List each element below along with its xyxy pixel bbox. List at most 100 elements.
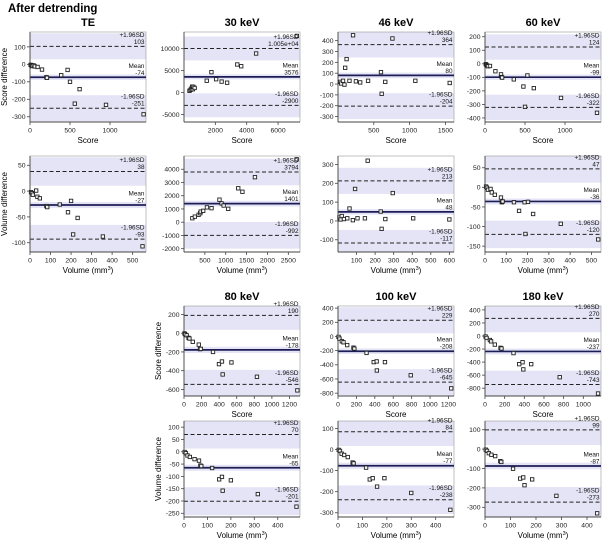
data-point	[228, 478, 234, 483]
y-tick-label: 100	[469, 427, 481, 434]
mean-value: 48	[445, 204, 453, 211]
upper-ci-band	[338, 32, 454, 58]
data-point	[362, 216, 368, 221]
y-tick-label: 100	[322, 200, 334, 207]
data-point	[192, 457, 197, 462]
plot-title: 80 keV	[225, 291, 261, 303]
y-tick-label: -50	[471, 204, 481, 211]
upper-ci-band	[485, 34, 601, 60]
y-tick-label: 200	[322, 60, 334, 67]
y-tick-label: 0	[176, 220, 180, 227]
mean-value: -77	[443, 458, 453, 465]
y-tick-label: -2000	[162, 246, 180, 253]
data-point	[498, 195, 504, 200]
data-point	[341, 340, 346, 345]
x-tick-label: 400	[369, 402, 381, 409]
lower-sd-value: -273	[587, 495, 600, 502]
x-axis-label: Score	[232, 136, 253, 145]
x-tick-label: 200	[65, 258, 77, 265]
y-tick-label: 0	[477, 185, 481, 192]
y-tick-label: -100	[320, 237, 334, 244]
y-tick-label: 2000	[164, 193, 179, 200]
scatter-points	[182, 331, 300, 393]
upper-sd-label: +1.96SD	[273, 420, 298, 427]
mean-value: 3576	[284, 69, 299, 76]
data-point	[219, 474, 225, 480]
data-point	[344, 56, 349, 62]
data-point	[499, 459, 504, 465]
x-tick-label: 200	[499, 402, 511, 409]
data-point	[558, 221, 563, 226]
data-point	[219, 79, 224, 84]
y-tick-label: -200	[12, 97, 26, 104]
y-tick-label: -150	[166, 486, 180, 493]
upper-sd-label: +1.96SD	[427, 166, 452, 173]
data-point	[517, 362, 522, 367]
x-tick-label: 0	[336, 402, 340, 409]
y-tick-label: -100	[320, 468, 334, 475]
lower-ci-band	[30, 224, 146, 252]
plot-180kev-score: 0 200 400 600 800 1000 400 200 0 -200 -400 -600 -800…	[467, 291, 602, 419]
upper-sd-value: 124	[589, 40, 600, 47]
y-tick-label: -50	[170, 461, 180, 468]
subplot-100kev-volume: 0 100 200 300 400 100 0 -100 -200 -300 +1.96SD 84 Me…	[308, 413, 458, 543]
data-point	[521, 84, 526, 89]
mean-label: Mean	[129, 191, 145, 198]
x-axis-label: Score	[386, 136, 407, 145]
subplot-80kev-score: 0 200 400 600 800 1000 1200 200 0 -200 -400 -600 +1.…	[154, 286, 304, 422]
data-point	[365, 78, 371, 83]
data-point	[294, 157, 299, 162]
mean-label: Mean	[584, 451, 600, 458]
data-point	[253, 51, 259, 56]
plot-te-score: 0 500 10001000-100-200-300+1.96SD103Mean-7…	[0, 17, 147, 145]
data-point	[204, 205, 210, 210]
data-point	[345, 454, 350, 460]
x-tick-label: 100	[505, 523, 517, 530]
scatter-points	[190, 157, 299, 221]
x-tick-label: 0	[28, 258, 32, 265]
lower-sd-label: -1.96SD	[275, 370, 299, 377]
data-point	[487, 63, 493, 69]
data-point	[374, 368, 380, 373]
x-tick-label: 0	[483, 402, 487, 409]
x-tick-label: 500	[368, 128, 380, 135]
data-point	[488, 186, 493, 192]
lower-sd-label: -1.96SD	[429, 92, 453, 99]
x-axis-label: Score	[232, 410, 253, 419]
scatter-points	[337, 158, 452, 231]
data-point	[488, 339, 494, 344]
data-point	[521, 475, 526, 480]
upper-sd-value: 229	[442, 313, 453, 320]
x-tick-label: 500	[64, 128, 76, 135]
lower-ci-band	[485, 486, 601, 517]
data-point	[220, 488, 225, 493]
x-axis-label: Volume (mm3)	[371, 531, 422, 540]
lower-sd-label: -1.96SD	[121, 225, 145, 232]
y-tick-label: 200	[469, 34, 481, 41]
upper-ci-band	[485, 421, 601, 446]
data-point	[210, 349, 216, 355]
mean-value: -65	[289, 460, 299, 467]
y-tick-label: 50	[18, 163, 26, 170]
x-tick-label: 400	[581, 523, 593, 530]
lower-sd-value: -546	[286, 377, 299, 384]
x-tick-label: 1000	[264, 402, 279, 409]
data-point	[213, 77, 219, 82]
y-tick-label: 0	[477, 61, 481, 68]
upper-sd-value: 1.005e+04	[268, 41, 299, 48]
x-tick-label: 0	[483, 523, 487, 530]
subplot-30kev-score: 2000 4000 6000 10000 5000 0 -5000 +1.96SD 1.005e…	[154, 12, 304, 148]
y-tick-label: -800	[467, 386, 481, 393]
lower-ci-band	[338, 93, 454, 120]
mean-value: -27	[135, 198, 145, 205]
y-tick-label: -100	[166, 474, 180, 481]
x-tick-label: 0	[483, 128, 487, 135]
data-point	[294, 33, 300, 39]
data-point	[529, 362, 534, 367]
data-point	[525, 199, 531, 204]
y-tick-label: 0	[330, 334, 334, 341]
y-tick-label: -200	[320, 489, 334, 496]
data-point	[192, 214, 197, 219]
y-tick-label: 0	[477, 333, 481, 340]
y-axis-label: Score difference	[0, 47, 9, 106]
